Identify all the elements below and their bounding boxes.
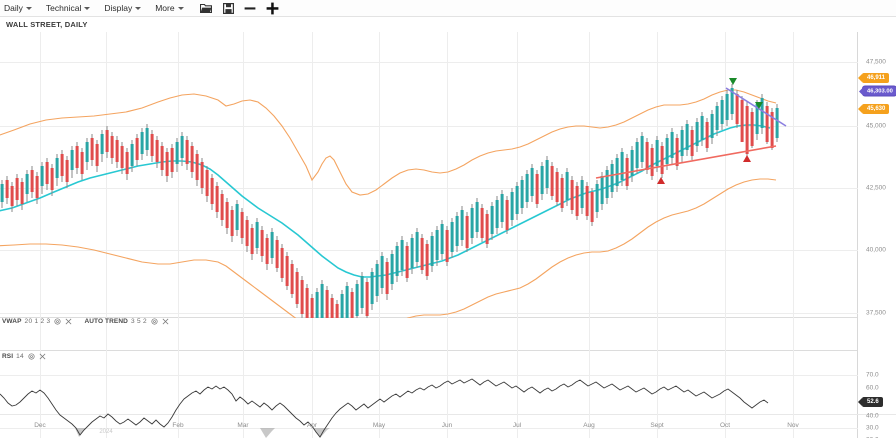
- rsi-axis-tick: 30.0: [866, 424, 879, 432]
- price-axis-tick: 37,500: [866, 309, 886, 317]
- zoom-in-plus-icon[interactable]: [264, 0, 281, 16]
- chevron-down-icon: [25, 6, 32, 10]
- vwap-indicator-params: 20 1 2 3: [24, 318, 51, 325]
- technical-menu-label: Technical: [45, 3, 82, 13]
- more-menu-label: More: [155, 3, 175, 13]
- rsi-value-badge[interactable]: 52.6: [862, 397, 883, 407]
- date-axis-tick: Oct: [719, 422, 731, 429]
- price-chart-plot: [0, 32, 896, 438]
- buy-marker-triangle-up: [743, 155, 751, 162]
- rsi-line: [0, 378, 769, 438]
- buy-marker-triangle-up: [657, 177, 665, 184]
- vwap-upper-band-line: [0, 89, 777, 196]
- folder-open-icon[interactable]: [198, 0, 215, 16]
- vwap-remove-close-icon[interactable]: [65, 318, 72, 325]
- date-axis-tick: Jun: [441, 422, 453, 429]
- chevron-down-icon: [177, 6, 184, 10]
- auto-trend-indicator-legend[interactable]: AUTO TREND 3 5 2: [84, 318, 169, 325]
- rsi-remove-close-icon[interactable]: [39, 353, 46, 360]
- rsi-indicator-legend[interactable]: RSI 14: [2, 353, 46, 360]
- date-axis-tick: Feb: [172, 422, 184, 429]
- price-axis-tick: 47,500: [866, 58, 886, 66]
- vwap-indicator-legend[interactable]: VWAP 20 1 2 3: [2, 318, 72, 325]
- rsi-axis-tick: 20.0: [866, 437, 879, 438]
- chevron-down-icon: [84, 6, 91, 10]
- display-menu-label: Display: [104, 3, 133, 13]
- price-axis-tick: 45,000: [866, 122, 886, 130]
- time-gridlines: [40, 32, 794, 438]
- last-price-badge[interactable]: 46,303.00: [862, 85, 896, 97]
- price-gridlines: [0, 62, 858, 314]
- timeframe-menu[interactable]: Daily: [4, 3, 32, 13]
- symbol-header: WALL STREET, DAILY: [0, 17, 896, 32]
- zoom-out-minus-icon[interactable]: [242, 0, 259, 16]
- page-title: WALL STREET, DAILY: [6, 20, 88, 29]
- candlestick-series: [0, 84, 779, 318]
- save-disk-icon[interactable]: [220, 0, 237, 16]
- band-upper-price-badge[interactable]: 46,911: [862, 73, 890, 83]
- vwap-lower-band-line: [0, 178, 777, 318]
- chart-canvas[interactable]: VWAP 20 1 2 3 AUTO TREND 3 5: [0, 32, 896, 438]
- rsi-settings-gear-icon[interactable]: [28, 353, 35, 360]
- date-axis-year: 2024: [99, 429, 113, 435]
- auto-trend-remove-close-icon[interactable]: [162, 318, 169, 325]
- chevron-down-icon: [135, 6, 142, 10]
- price-indicator-legend: VWAP 20 1 2 3 AUTO TREND 3 5: [2, 318, 181, 325]
- date-axis-tick: Nov: [787, 422, 799, 429]
- timeframe-menu-label: Daily: [4, 3, 23, 13]
- vwap-settings-gear-icon[interactable]: [54, 318, 62, 325]
- auto-trend-settings-gear-icon[interactable]: [151, 318, 158, 325]
- date-axis-tick: Jul: [512, 422, 522, 429]
- date-axis-tick: Mar: [237, 422, 249, 429]
- more-menu[interactable]: More: [155, 3, 184, 13]
- price-axis-tick: 40,000: [866, 246, 886, 254]
- date-axis-tick: Aug: [583, 422, 595, 429]
- band-lower-price-badge[interactable]: 45,630: [862, 104, 890, 114]
- vwap-indicator-name: VWAP: [2, 318, 22, 325]
- date-axis-tick: May: [372, 422, 386, 429]
- support-trendline: [595, 145, 777, 179]
- sell-marker-triangle-down: [729, 78, 737, 85]
- price-axis-tick: 42,500: [866, 184, 886, 192]
- date-axis-tick: Dec: [34, 422, 46, 429]
- rsi-oversold-shading: [75, 428, 330, 438]
- signal-markers: [657, 78, 763, 184]
- technical-menu[interactable]: Technical: [45, 3, 91, 13]
- vwap-midline: [0, 124, 771, 278]
- rsi-indicator-name: RSI: [2, 353, 14, 360]
- rsi-axis-tick: 60.0: [866, 384, 879, 392]
- main-toolbar: Daily Technical Display More: [0, 0, 896, 17]
- auto-trend-indicator-params: 3 5 2: [130, 318, 147, 325]
- display-menu[interactable]: Display: [104, 3, 142, 13]
- rsi-axis-tick: 40.0: [866, 412, 879, 420]
- date-axis-tick: Apr: [306, 422, 318, 429]
- rsi-gridlines: [0, 375, 858, 429]
- date-axis-tick: Sept: [650, 422, 664, 429]
- resistance-trendline: [725, 87, 787, 127]
- sell-marker-triangle-down: [755, 102, 763, 109]
- rsi-indicator-params: 14: [16, 353, 24, 360]
- rsi-axis-tick: 70.0: [866, 371, 879, 379]
- auto-trend-indicator-name: AUTO TREND: [84, 318, 128, 325]
